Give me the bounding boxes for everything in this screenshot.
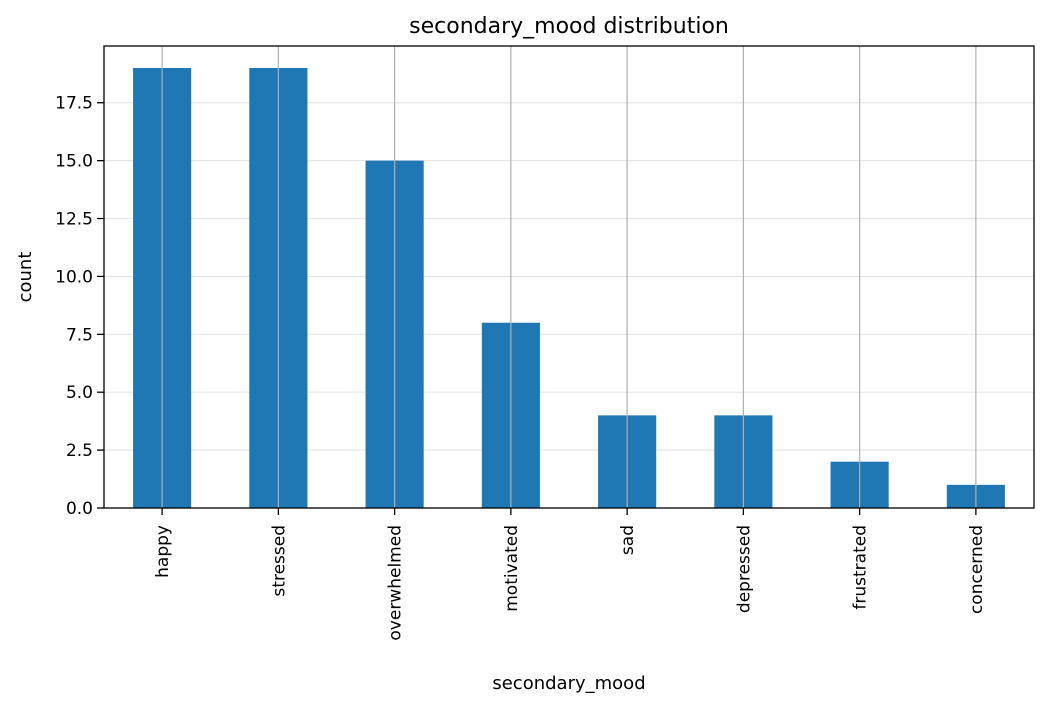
- bars: [133, 68, 1005, 508]
- y-tick-label: 10.0: [55, 267, 93, 287]
- x-tick-label-overwhelmed: overwhelmed: [386, 525, 406, 641]
- chart-title: secondary_mood distribution: [409, 14, 729, 39]
- y-tick-label: 17.5: [55, 94, 93, 114]
- x-axis-label: secondary_mood: [492, 673, 645, 694]
- x-tick-label-depressed: depressed: [734, 525, 754, 613]
- y-tick-label: 12.5: [55, 210, 93, 230]
- y-tick-label: 0.0: [66, 499, 93, 519]
- y-tick-label: 15.0: [55, 152, 93, 172]
- y-tick-label: 5.0: [66, 383, 93, 403]
- x-tick-label-sad: sad: [618, 525, 638, 555]
- x-axis: happy stressed overwhelmed motivated sad depr…: [153, 508, 987, 641]
- vertical-grid: [161, 46, 977, 508]
- y-axis-label: count: [15, 252, 36, 303]
- x-tick-label-concerned: concerned: [967, 525, 987, 614]
- x-tick-label-happy: happy: [153, 525, 173, 578]
- y-axis: 0.0 2.5 5.0 7.5 10.0 12.5 15.0 17.5: [55, 94, 104, 519]
- y-tick-label: 2.5: [66, 441, 93, 461]
- grid: [104, 102, 1034, 509]
- y-tick-label: 7.5: [66, 325, 93, 345]
- x-tick-label-frustrated: frustrated: [851, 525, 871, 610]
- x-tick-label-stressed: stressed: [269, 525, 289, 597]
- x-tick-label-motivated: motivated: [502, 525, 522, 612]
